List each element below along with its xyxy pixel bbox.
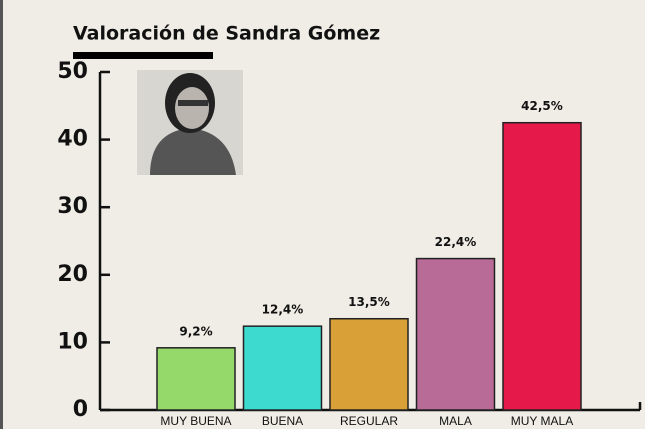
bar (244, 326, 322, 410)
value-label: 12,4% (262, 303, 304, 317)
y-tick-label: 40 (57, 127, 88, 152)
x-tick-label: REGULAR (340, 414, 398, 428)
y-tick-label: 10 (57, 329, 88, 354)
portrait (137, 70, 243, 175)
y-tick-label: 20 (57, 262, 88, 287)
title-underline (73, 52, 213, 59)
bar (417, 259, 495, 410)
value-label: 13,5% (348, 295, 390, 309)
y-tick-label: 30 (57, 194, 88, 219)
y-tick-label: 50 (57, 59, 88, 84)
bar (157, 348, 235, 410)
chart: Valoración de Sandra Gómez 0 10 20 30 40 50 MU… (0, 0, 645, 429)
bar (330, 319, 408, 410)
value-label: 42,5% (521, 99, 563, 113)
x-tick-label: MUY BUENA (160, 414, 231, 428)
y-tick-label: 0 (73, 397, 88, 422)
left-edge (0, 0, 3, 429)
bar (503, 123, 581, 410)
chart-title: Valoración de Sandra Gómez (73, 23, 380, 45)
value-label: 22,4% (435, 235, 477, 249)
x-tick-label: MUY MALA (511, 414, 573, 428)
value-label: 9,2% (179, 324, 212, 338)
x-tick-label: MALA (439, 414, 472, 428)
x-tick-label: BUENA (262, 414, 303, 428)
